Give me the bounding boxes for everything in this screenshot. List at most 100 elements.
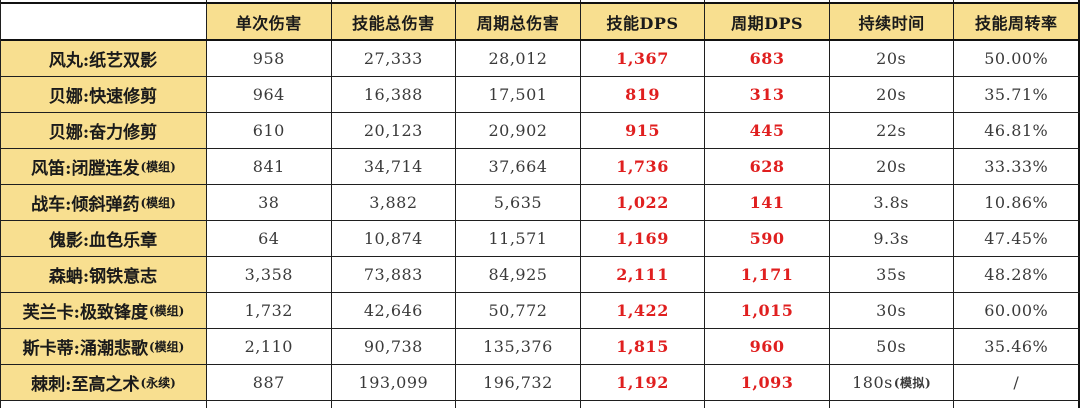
cell-skill-dps: 1,422 — [581, 293, 706, 328]
cropped-cell — [954, 0, 1080, 2]
cell-skill-total: 27,333 — [332, 41, 457, 76]
cell-duration: 180s (模拟) — [830, 365, 955, 400]
duration-value: 20s — [876, 157, 907, 176]
cell-duration: 20s — [830, 41, 955, 76]
cell-cycle-total: 28,012 — [456, 41, 581, 76]
cropped-cell — [456, 0, 581, 2]
duration-value: 20s — [876, 85, 907, 104]
row-label: 斯卡蒂:涌潮悲歌 (模组) — [1, 329, 207, 364]
row-label-text: 贝娜:奋力修剪 — [48, 123, 158, 143]
row-label-suffix: (模组) — [140, 160, 176, 174]
cell-cycle-total: 20,902 — [456, 113, 581, 148]
cell-single: 958 — [207, 41, 332, 76]
duration-value: 22s — [876, 121, 907, 140]
cell-skill-dps: 1,367 — [581, 41, 706, 76]
cell-uptime: 46.81% — [954, 113, 1080, 148]
cropped-row-top — [1, 0, 1080, 4]
column-header: 技能总伤害 — [331, 4, 457, 39]
cropped-cell — [1, 0, 207, 2]
cropped-cell — [705, 401, 830, 408]
cell-cycle-dps: 1,093 — [705, 365, 830, 400]
table-row: 傀影:血色乐章 64 10,874 11,571 1,169 590 9.3s 47.45% — [1, 221, 1080, 257]
cell-duration: 22s — [830, 113, 955, 148]
row-label: 风笛:闭膛连发 (模组) — [1, 149, 207, 184]
cell-single: 2,110 — [207, 329, 332, 364]
cell-cycle-total: 11,571 — [456, 221, 581, 256]
row-label-text: 傀影:血色乐章 — [48, 231, 158, 251]
cell-skill-dps: 1,815 — [581, 329, 706, 364]
cell-single: 964 — [207, 77, 332, 112]
cell-single: 64 — [207, 221, 332, 256]
cell-cycle-dps: 1,171 — [705, 257, 830, 292]
cropped-cell — [207, 0, 332, 2]
cropped-cell — [829, 401, 955, 408]
cell-skill-total: 16,388 — [332, 77, 457, 112]
cell-cycle-total: 50,772 — [456, 293, 581, 328]
cell-uptime: 60.00% — [954, 293, 1080, 328]
row-label: 傀影:血色乐章 — [1, 221, 207, 256]
cell-skill-total: 73,883 — [332, 257, 457, 292]
row-label-text: 森蚺:钢铁意志 — [48, 267, 158, 287]
duration-value: 35s — [876, 265, 907, 284]
cell-uptime: 33.33% — [954, 149, 1080, 184]
column-header: 周期DPS — [705, 4, 830, 39]
cropped-cell — [580, 401, 706, 408]
cropped-cell — [580, 0, 706, 2]
column-header: 周期总伤害 — [456, 4, 581, 39]
cell-skill-dps: 2,111 — [581, 257, 706, 292]
column-header: 单次伤害 — [207, 4, 332, 39]
table-row: 风笛:闭膛连发 (模组) 841 34,714 37,664 1,736 628 20s 33.… — [1, 149, 1080, 185]
table-row: 棘刺:至高之术 (永续) 887 193,099 196,732 1,192 1,093 18… — [1, 365, 1080, 401]
table-row: 芙兰卡:极致锋度 (模组) 1,732 42,646 50,772 1,422 1,015 3… — [1, 293, 1080, 329]
cell-cycle-dps: 1,015 — [705, 293, 830, 328]
cell-skill-dps: 1,169 — [581, 221, 706, 256]
row-label-text: 风笛:闭膛连发 — [31, 159, 140, 179]
cell-cycle-dps: 313 — [705, 77, 830, 112]
cell-cycle-dps: 141 — [705, 185, 830, 220]
cell-duration: 30s — [830, 293, 955, 328]
cell-skill-total: 42,646 — [332, 293, 457, 328]
table-body: 风丸:纸艺双影 958 27,333 28,012 1,367 683 20s 50.00% 贝… — [1, 41, 1080, 401]
cell-uptime: / — [954, 365, 1080, 400]
duration-value: 50s — [876, 337, 907, 356]
cell-skill-dps: 915 — [581, 113, 706, 148]
row-label-text: 风丸:纸艺双影 — [48, 51, 158, 71]
cell-cycle-dps: 628 — [705, 149, 830, 184]
row-label: 贝娜:快速修剪 — [1, 77, 207, 112]
cell-single: 887 — [207, 365, 332, 400]
cropped-cell — [954, 401, 1080, 408]
cell-skill-total: 10,874 — [332, 221, 457, 256]
row-label-text: 贝娜:快速修剪 — [48, 87, 158, 107]
table-row: 斯卡蒂:涌潮悲歌 (模组) 2,110 90,738 135,376 1,815 960 50… — [1, 329, 1080, 365]
table-row: 战车:倾斜弹药 (模组) 38 3,882 5,635 1,022 141 3.8s 10.86… — [1, 185, 1080, 221]
cell-skill-dps: 1,022 — [581, 185, 706, 220]
cropped-cell — [207, 401, 332, 408]
row-label: 森蚺:钢铁意志 — [1, 257, 207, 292]
table-row: 森蚺:钢铁意志 3,358 73,883 84,925 2,111 1,171 35s 48.… — [1, 257, 1080, 293]
row-label: 风丸:纸艺双影 — [1, 41, 207, 76]
cropped-cell — [829, 0, 955, 2]
cropped-cell — [331, 0, 457, 2]
cell-uptime: 48.28% — [954, 257, 1080, 292]
duration-value: 20s — [876, 49, 907, 68]
row-label: 战车:倾斜弹药 (模组) — [1, 185, 207, 220]
row-label-text: 战车:倾斜弹药 — [31, 195, 140, 215]
column-header: 技能DPS — [580, 4, 706, 39]
cell-uptime: 47.45% — [954, 221, 1080, 256]
duration-value: 9.3s — [873, 229, 909, 248]
row-label-text: 棘刺:至高之术 — [31, 375, 140, 395]
cell-cycle-total: 196,732 — [456, 365, 581, 400]
row-label-suffix: (模组) — [148, 340, 185, 354]
cell-single: 1,732 — [207, 293, 332, 328]
cell-uptime: 35.71% — [954, 77, 1080, 112]
cell-duration: 3.8s — [830, 185, 955, 220]
cropped-cell — [456, 401, 581, 408]
cell-cycle-total: 17,501 — [456, 77, 581, 112]
cell-duration: 35s — [830, 257, 955, 292]
table-row: 贝娜:奋力修剪 610 20,123 20,902 915 445 22s 46.81% — [1, 113, 1080, 149]
row-label-text: 斯卡蒂:涌潮悲歌 — [22, 339, 148, 359]
corner-cell — [1, 4, 207, 39]
table-row: 风丸:纸艺双影 958 27,333 28,012 1,367 683 20s 50.00% — [1, 41, 1080, 77]
cell-uptime: 50.00% — [954, 41, 1080, 76]
duration-suffix: (模拟) — [893, 376, 932, 390]
